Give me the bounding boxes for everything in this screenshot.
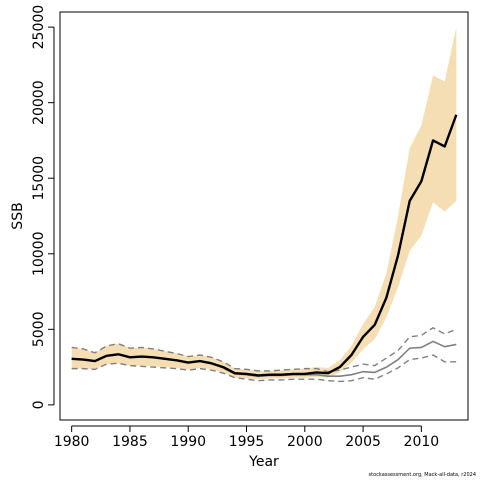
y-axis-label: SSB [10, 202, 26, 229]
y-tick-label: 15000 [31, 156, 47, 201]
x-tick-label: 1995 [229, 434, 265, 450]
y-tick-label: 25000 [31, 5, 47, 50]
y-tick-label: 10000 [31, 232, 47, 277]
y-tick-label: 5000 [31, 312, 47, 348]
y-axis: 0 5000 10000 15000 20000 25000 [31, 5, 55, 409]
alt-upper-line [71, 327, 457, 373]
y-tick-label: 0 [31, 400, 47, 409]
x-tick-label: 2000 [287, 434, 323, 450]
y-tick-label: 20000 [31, 80, 47, 125]
x-tick-label: 1980 [54, 434, 90, 450]
alt-lower-line [71, 354, 457, 383]
credit-text: stockassessment.org, Mack-all-data, r202… [369, 472, 476, 478]
plot-frame [59, 11, 469, 421]
x-tick-label: 2010 [404, 434, 440, 450]
x-axis: 1980 1985 1990 1995 2000 2005 2010 [54, 425, 440, 450]
x-tick-label: 1985 [112, 434, 148, 450]
confidence-band [71, 27, 457, 380]
x-tick-label: 2005 [345, 434, 381, 450]
x-tick-label: 1990 [170, 434, 206, 450]
line-layer [71, 114, 458, 383]
estimate-line [71, 114, 458, 377]
x-axis-label: Year [248, 454, 279, 470]
band-layer [71, 27, 457, 380]
